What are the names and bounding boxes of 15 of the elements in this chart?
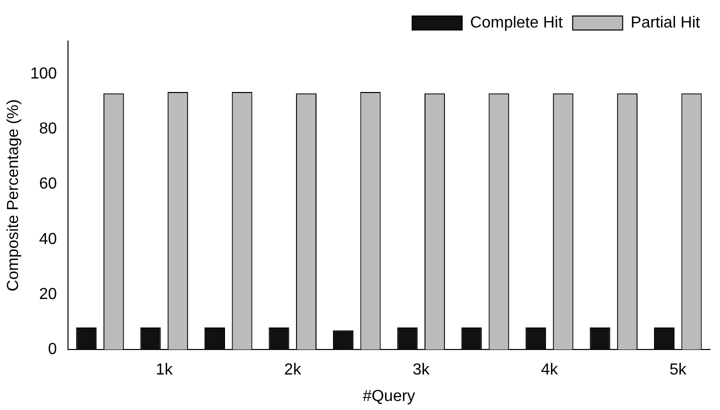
y-tick-label: 20 [39, 286, 57, 303]
x-axis-title: #Query [362, 388, 416, 405]
y-axis-title: Composite Percentage (%) [5, 99, 22, 292]
y-tick-label: 60 [39, 176, 57, 193]
y-tick-label: 40 [39, 230, 57, 248]
x-tick-label: 4k [541, 362, 559, 379]
x-tick-label: 1k [156, 362, 174, 379]
x-tick-label: 3k [412, 362, 430, 379]
legend-label: Complete Hit [470, 14, 564, 32]
y-tick-label: 100 [30, 65, 57, 82]
y-tick-label: 0 [48, 341, 57, 358]
y-tick-label: 80 [39, 120, 57, 138]
x-tick-label: 2k [284, 362, 302, 379]
legend-label: Partial Hit [630, 14, 701, 32]
x-tick-label: 5k [669, 362, 688, 379]
